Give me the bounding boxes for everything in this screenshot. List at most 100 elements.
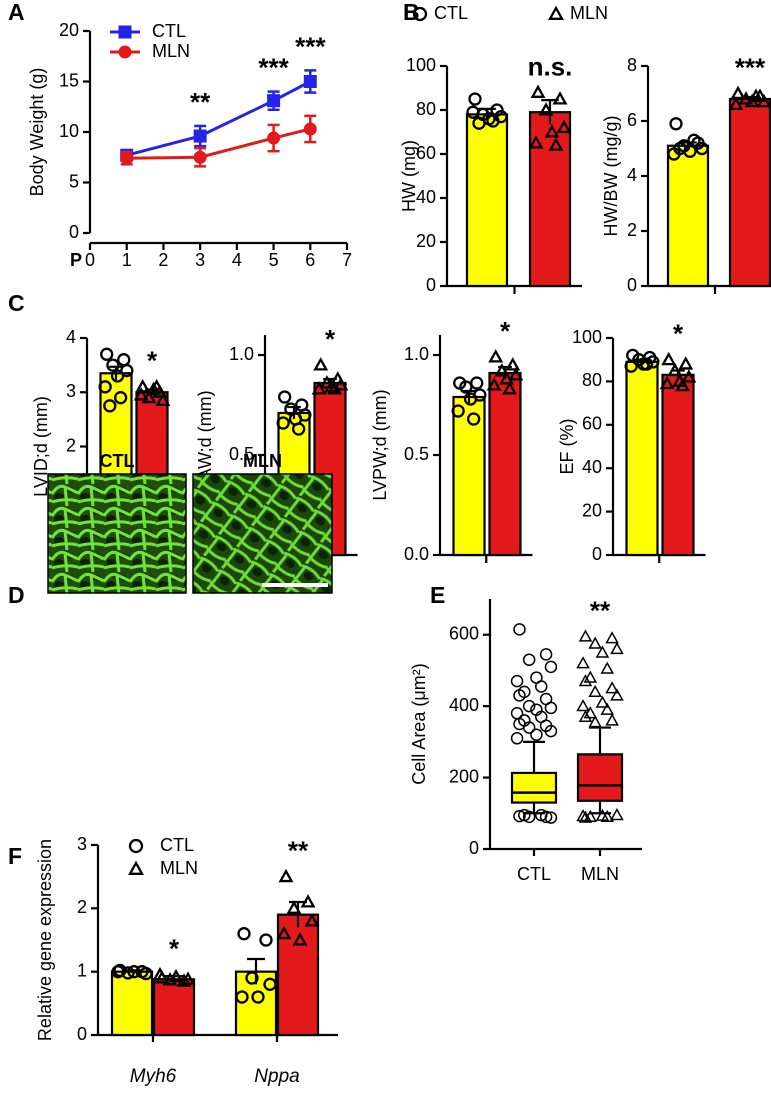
x-tick-label: 2 xyxy=(158,250,168,270)
marker xyxy=(311,381,327,395)
y-tick-label: 2 xyxy=(66,435,76,455)
x-tick-label: Myh6 xyxy=(130,1066,177,1087)
marker xyxy=(678,356,694,370)
marker xyxy=(152,966,168,981)
marker xyxy=(548,5,564,20)
marker xyxy=(544,701,558,715)
x-tick-label: 3 xyxy=(195,250,205,270)
bar xyxy=(276,913,320,1037)
marker xyxy=(106,358,120,372)
marker xyxy=(510,707,524,720)
marker xyxy=(193,150,207,164)
y-tick-label: 40 xyxy=(582,457,602,477)
legend-label: CTL xyxy=(434,3,468,23)
marker xyxy=(510,732,524,745)
marker xyxy=(538,102,554,116)
marker xyxy=(267,131,281,145)
marker xyxy=(303,122,317,136)
y-tick-label: 200 xyxy=(449,766,479,786)
y-tick-label: 5 xyxy=(69,171,79,191)
marker xyxy=(508,367,524,381)
marker xyxy=(748,88,764,102)
marker xyxy=(738,91,754,105)
y-tick-label: 10 xyxy=(59,121,79,141)
marker xyxy=(687,133,701,147)
x-tick-label: 5 xyxy=(269,250,279,270)
marker xyxy=(110,369,125,383)
marker xyxy=(669,117,683,131)
marker xyxy=(610,688,624,701)
y-tick-label: 60 xyxy=(416,143,436,163)
y-axis-label: LVID;d (mm) xyxy=(31,396,51,497)
marker xyxy=(468,92,482,106)
annotation: * xyxy=(500,316,511,346)
marker xyxy=(502,381,518,395)
marker xyxy=(576,809,590,822)
marker xyxy=(588,684,602,698)
y-tick-label: 0 xyxy=(592,544,602,564)
marker xyxy=(624,359,638,373)
marker xyxy=(100,347,114,361)
y-tick-label: 100 xyxy=(572,327,602,347)
marker xyxy=(278,390,292,404)
x-tick-label: 0 xyxy=(85,250,95,270)
annotation: n.s. xyxy=(528,51,573,81)
marker xyxy=(235,990,249,1004)
y-tick-label: 100 xyxy=(406,55,436,75)
y-tick-label: 3 xyxy=(77,834,87,854)
marker xyxy=(535,680,548,693)
marker xyxy=(267,94,281,108)
marker xyxy=(539,648,553,661)
annotation: * xyxy=(169,934,180,964)
x-tick-label: 1 xyxy=(122,250,132,270)
marker xyxy=(486,377,502,391)
y-tick-label: 3 xyxy=(66,381,76,401)
y-tick-label: 1 xyxy=(77,960,87,980)
marker xyxy=(118,25,132,39)
marker xyxy=(544,724,558,738)
box xyxy=(510,771,558,804)
bar xyxy=(488,371,522,557)
annotation: ** xyxy=(190,87,211,117)
image-label: CTL xyxy=(100,451,135,471)
marker xyxy=(300,894,316,908)
bar xyxy=(728,97,771,288)
legend-label: CTL xyxy=(152,21,186,41)
marker xyxy=(278,868,294,883)
panel-label: C xyxy=(8,290,25,316)
annotation: ** xyxy=(288,836,309,866)
marker xyxy=(544,811,558,824)
y-tick-label: 80 xyxy=(582,370,602,390)
marker xyxy=(466,412,481,426)
marker xyxy=(640,357,654,371)
marker xyxy=(522,721,536,734)
marker xyxy=(530,84,546,98)
annotation: *** xyxy=(735,52,766,82)
y-axis-label: Body Weight (g) xyxy=(27,68,47,197)
panel-label: A xyxy=(8,0,25,25)
marker xyxy=(695,141,709,156)
y-tick-label: 60 xyxy=(582,414,602,434)
y-tick-label: 80 xyxy=(416,99,436,119)
marker xyxy=(548,137,564,151)
x-tick-label: 4 xyxy=(232,250,242,270)
marker xyxy=(605,681,619,694)
marker xyxy=(576,699,590,712)
bar xyxy=(110,970,154,1037)
y-tick-label: 15 xyxy=(59,70,79,90)
y-tick-label: 20 xyxy=(59,20,79,40)
y-tick-label: 1.0 xyxy=(229,344,254,364)
y-axis-label: Relative gene expression xyxy=(35,839,55,1041)
series-line xyxy=(126,127,311,160)
annotation: * xyxy=(147,346,158,376)
marker xyxy=(251,990,265,1004)
marker xyxy=(661,351,677,366)
marker xyxy=(673,141,687,156)
y-tick-label: 0 xyxy=(69,222,79,242)
marker xyxy=(303,75,317,88)
y-axis-label: LVPW;d (mm) xyxy=(370,389,390,500)
marker xyxy=(675,377,691,392)
marker xyxy=(327,381,343,395)
marker xyxy=(466,105,480,119)
image-label: MLN xyxy=(243,451,282,471)
